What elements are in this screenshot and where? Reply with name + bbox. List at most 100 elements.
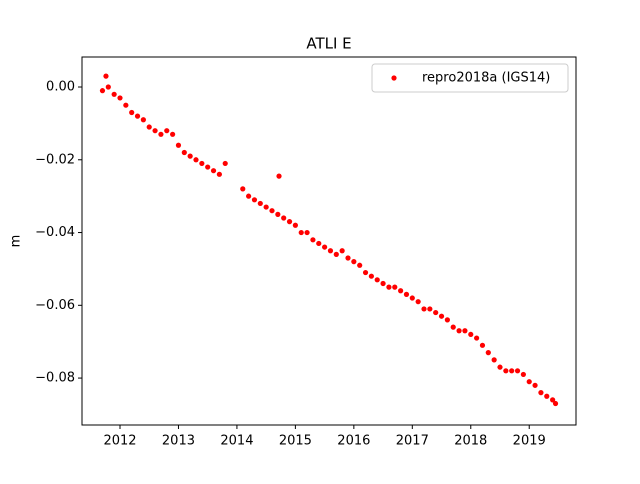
data-point [152,128,158,134]
data-point [310,237,316,243]
data-point [269,208,275,214]
data-point [403,291,410,297]
data-point [246,193,252,199]
data-point [339,248,345,254]
data-point [210,168,217,174]
data-point [146,124,152,130]
x-tick-label: 2014 [220,434,253,449]
data-point [99,88,106,94]
data-point [444,317,450,323]
data-point [140,117,146,123]
data-point [333,251,339,257]
data-point [275,211,281,217]
data-point [257,200,263,207]
data-point [362,269,369,276]
data-point [123,102,129,108]
data-point [357,262,363,268]
data-point [276,173,282,179]
data-point [368,273,374,279]
data-point [514,368,521,374]
data-point [538,390,544,396]
data-point [304,229,310,236]
data-point [170,131,176,137]
data-point [421,306,427,312]
data-point [164,128,170,134]
data-point [187,153,193,159]
data-point [281,215,287,221]
data-point [520,371,526,378]
x-tick-label: 2013 [162,434,195,449]
data-point [462,328,468,334]
data-point [552,400,559,407]
data-point [263,204,269,210]
data-point [105,84,111,90]
data-point [497,364,503,370]
y-tick-label: 0.00 [46,80,75,95]
data-point [175,142,182,148]
chart-title: ATLI E [306,35,351,53]
data-point [491,357,497,363]
data-point [544,393,550,399]
data-point [298,229,304,236]
data-point [103,73,109,79]
x-tick-label: 2019 [513,434,546,449]
x-tick-label: 2017 [396,434,429,449]
data-point [158,131,164,137]
data-point [129,109,135,116]
data-point [485,350,491,356]
x-tick-label: 2015 [279,434,312,449]
data-point [222,160,228,167]
data-point [415,299,421,305]
data-point [351,259,357,265]
data-point [509,368,515,374]
data-point [479,342,486,348]
data-point [251,197,258,203]
data-point [474,335,480,341]
legend: repro2018a (IGS14) [371,63,569,93]
data-point [409,295,415,301]
x-tick-label: 2018 [454,434,487,449]
data-point [456,328,462,334]
data-point [216,171,222,177]
x-tick-label: 2016 [337,434,370,449]
data-point [286,219,293,225]
plot-frame [81,56,577,426]
legend-box [371,63,569,93]
data-point [374,277,380,283]
y-tick-label: −0.06 [35,298,75,313]
data-point [532,382,538,388]
y-tick-label: −0.04 [35,225,75,240]
data-point [240,186,246,192]
data-point [134,113,141,119]
legend-label: repro2018a (IGS14) [422,71,550,86]
y-axis-label: m [9,235,24,248]
data-point [450,324,456,330]
data-point [117,95,123,101]
y-tick-label: −0.08 [35,371,75,386]
data-point [345,255,351,261]
data-point [438,313,445,319]
data-point [292,222,298,228]
data-point [181,149,187,156]
data-point [526,379,532,385]
data-point [386,284,392,290]
data-point [468,331,474,338]
x-tick-label: 2012 [103,434,136,449]
data-point [427,306,433,312]
data-point [205,164,211,170]
y-tick-label: −0.02 [35,152,75,167]
data-point [199,160,205,167]
data-point [327,248,334,254]
data-point [193,157,199,163]
data-point [433,309,439,316]
data-point [111,91,117,97]
data-point [550,397,556,403]
data-point [322,244,328,250]
data-point [398,288,404,294]
data-point [503,368,509,374]
data-point [316,240,322,247]
data-point [380,280,386,287]
legend-marker [391,75,397,81]
data-point [392,284,398,290]
